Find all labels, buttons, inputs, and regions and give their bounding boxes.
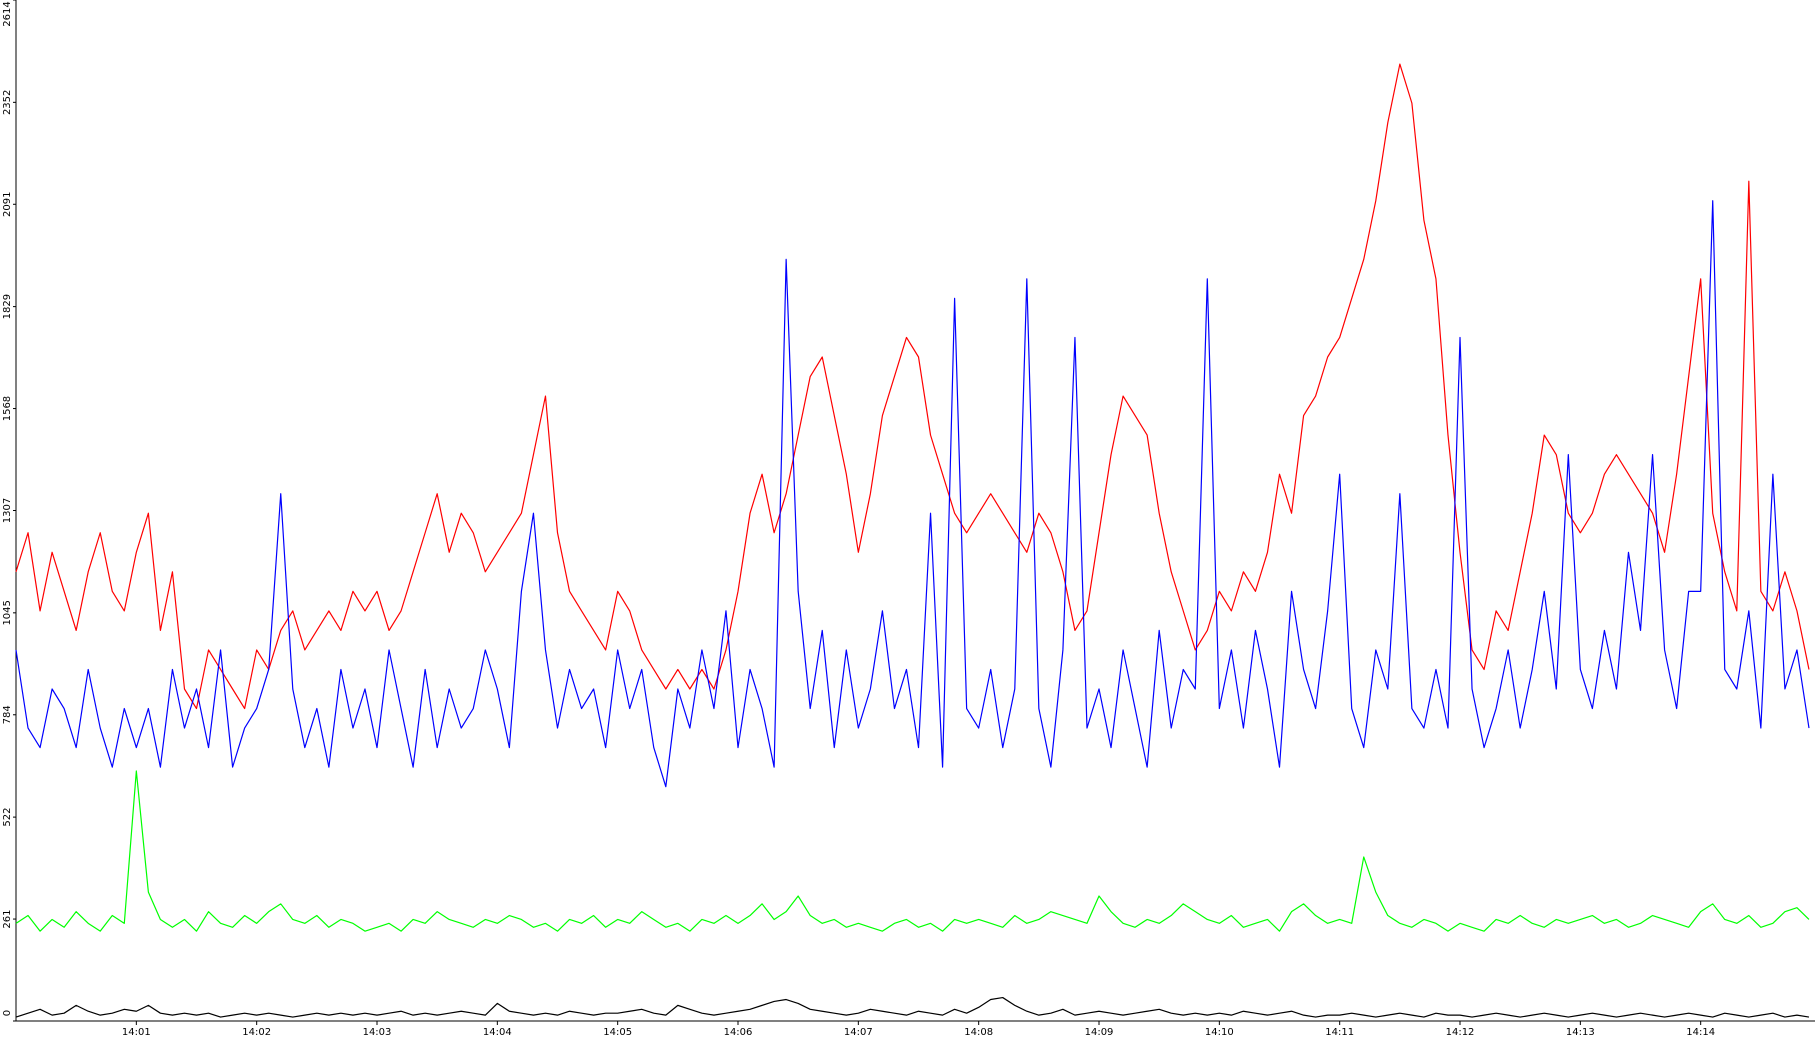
x-tick-label: 14:08 xyxy=(964,1027,993,1038)
series-line xyxy=(15,996,1810,1018)
x-tick-label: 14:14 xyxy=(1686,1027,1715,1038)
y-tick-label: 1568 xyxy=(2,396,13,421)
x-tick-label: 14:07 xyxy=(844,1027,873,1038)
series-line xyxy=(15,200,1810,788)
x-tick-label: 14:11 xyxy=(1325,1027,1354,1038)
y-tick-label: 2614 xyxy=(2,1,13,26)
y-tick-label: 784 xyxy=(2,705,13,724)
y-tick-label: 0 xyxy=(2,1010,13,1016)
series-line xyxy=(15,63,1810,710)
series-line xyxy=(15,770,1810,932)
x-tick-label: 14:02 xyxy=(242,1027,271,1038)
x-tick-label: 14:10 xyxy=(1205,1027,1234,1038)
y-tick-label: 1045 xyxy=(2,600,13,625)
y-tick-label: 522 xyxy=(2,808,13,827)
y-tick-label: 2091 xyxy=(2,192,13,217)
x-tick-label: 14:09 xyxy=(1085,1027,1114,1038)
x-tick-label: 14:12 xyxy=(1446,1027,1475,1038)
x-tick-label: 14:04 xyxy=(483,1027,512,1038)
x-tick-label: 14:05 xyxy=(603,1027,632,1038)
y-tick-label: 1829 xyxy=(2,294,13,319)
x-tick-label: 14:03 xyxy=(363,1027,392,1038)
x-tick-label: 14:13 xyxy=(1566,1027,1595,1038)
x-tick-label: 14:01 xyxy=(122,1027,151,1038)
y-tick-label: 261 xyxy=(2,910,13,929)
x-tick-label: 14:06 xyxy=(724,1027,753,1038)
y-tick-label: 1307 xyxy=(2,498,13,523)
y-tick-label: 2352 xyxy=(2,90,13,115)
